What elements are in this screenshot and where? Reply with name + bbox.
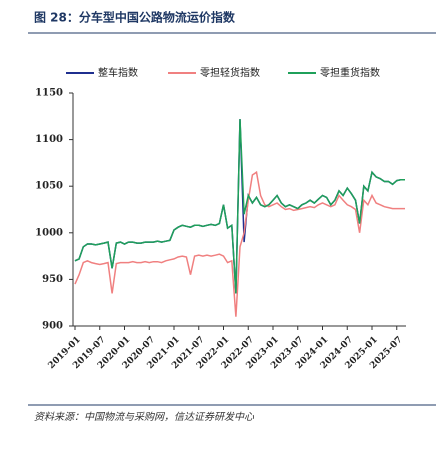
- y-tick-label: 900: [42, 321, 63, 332]
- y-tick-label: 950: [42, 274, 63, 285]
- legend-label: 整车指数: [98, 66, 138, 79]
- line-series: [74, 170, 405, 317]
- legend-label: 零担轻货指数: [200, 66, 260, 79]
- y-tick-label: 1100: [35, 134, 63, 145]
- legend-label: 零担重货指数: [320, 66, 380, 79]
- y-tick-label: 1000: [35, 227, 63, 238]
- y-tick-label: 1050: [35, 181, 63, 192]
- y-tick-label: 1150: [35, 88, 63, 99]
- source: 资料来源：中国物流与采购网，信达证券研发中心: [34, 411, 255, 423]
- chart-title: 图 28：分车型中国公路物流运价指数: [34, 10, 236, 25]
- line-series: [74, 119, 405, 294]
